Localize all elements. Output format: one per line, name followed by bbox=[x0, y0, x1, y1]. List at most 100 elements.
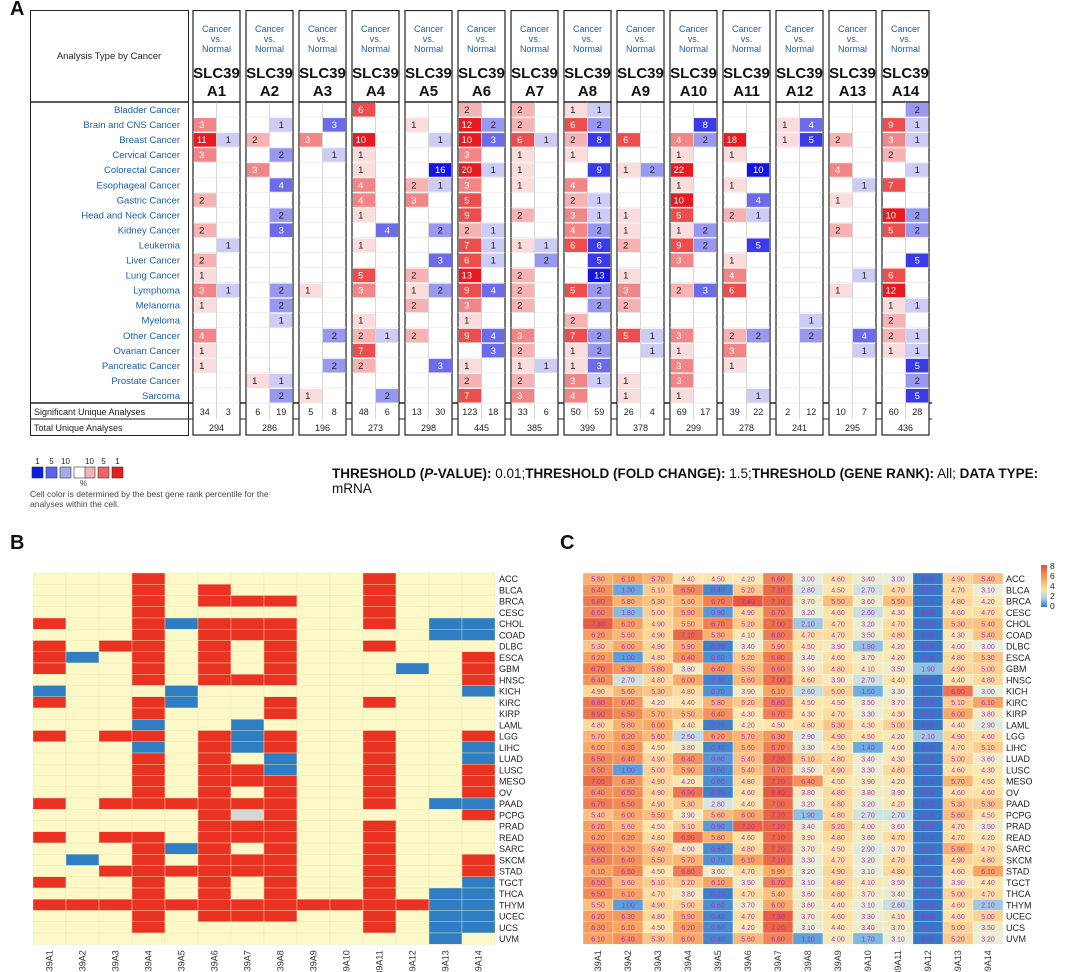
heatmap-c-cell-value: 5.60 bbox=[951, 813, 965, 820]
up-cell bbox=[459, 238, 481, 252]
heatmap-c-cell-value: 7.20 bbox=[771, 756, 785, 763]
down-cell bbox=[323, 328, 345, 343]
up-cell-count: 1 bbox=[835, 286, 840, 297]
down-cell bbox=[853, 268, 875, 283]
heatmap-b-cell bbox=[131, 606, 166, 619]
heatmap-c-cell-value: 4.50 bbox=[651, 869, 665, 876]
down-cell-count: 1 bbox=[226, 135, 231, 146]
heatmap-c-cell-value: 4.20 bbox=[981, 599, 995, 606]
heatmap-b-cell bbox=[461, 775, 496, 787]
cancer-label: Cervical Cancer bbox=[112, 150, 180, 161]
heatmap-b-cell bbox=[230, 651, 265, 664]
heatmap-b-cell bbox=[362, 797, 397, 810]
heatmap-b-row-label: BLCA bbox=[499, 585, 523, 595]
heatmap-b-cell bbox=[329, 932, 364, 945]
heatmap-b-cell bbox=[65, 831, 100, 844]
heatmap-c-row-label: UCEC bbox=[1006, 912, 1032, 922]
heatmap-c-cell-value: 6.50 bbox=[591, 880, 605, 887]
gene-name-line2: A5 bbox=[419, 83, 438, 100]
heatmap-b-cell bbox=[296, 651, 331, 664]
down-cell bbox=[694, 223, 716, 237]
heatmap-c-cell-value: 3.50 bbox=[741, 880, 755, 887]
heatmap-b-row-label: CESC bbox=[499, 608, 525, 618]
up-cell bbox=[565, 283, 587, 298]
heatmap-b-cell bbox=[395, 640, 430, 652]
up-cell-count: 2 bbox=[888, 316, 893, 327]
heatmap-b-row-label: THYM bbox=[499, 900, 525, 910]
heatmap-c-row-label: LUAD bbox=[1006, 754, 1031, 764]
heatmap-c-cell-value: 5.40 bbox=[591, 813, 605, 820]
heatmap-c-cell-value: 5.10 bbox=[651, 880, 665, 887]
up-cell-count: 1 bbox=[888, 301, 893, 312]
heatmap-b-cell bbox=[32, 584, 67, 596]
heatmap-b-cell bbox=[65, 719, 100, 731]
heatmap-b-cell bbox=[461, 910, 496, 922]
heatmap-b-cell bbox=[65, 865, 100, 877]
up-cell-count: 3 bbox=[676, 256, 681, 267]
down-cell-count: 1 bbox=[279, 316, 284, 327]
heatmap-b-cell bbox=[131, 899, 166, 911]
heatmap-b-cell bbox=[65, 640, 100, 652]
down-cell-count: 2 bbox=[279, 301, 284, 312]
up-cell bbox=[194, 358, 216, 373]
gene-name-line2: A8 bbox=[578, 83, 597, 100]
heatmap-b-cell bbox=[428, 595, 463, 607]
cancer-label: Lung Cancer bbox=[126, 271, 180, 282]
heatmap-b-row-label: UCEC bbox=[499, 912, 525, 922]
heatmap-b-cell bbox=[32, 876, 67, 889]
heatmap-b-row-label: MESO bbox=[499, 777, 526, 787]
heatmap-c-cell-value: 5.50 bbox=[651, 858, 665, 865]
heatmap-c-colorbar-tick: 8 bbox=[1050, 561, 1055, 571]
heatmap-b-cell bbox=[164, 617, 199, 630]
heatmap-b-cell bbox=[395, 786, 430, 799]
up-cell-count: 2 bbox=[199, 256, 204, 267]
heatmap-c-cell-value: 4.60 bbox=[741, 790, 755, 797]
heatmap-b-cell bbox=[32, 775, 67, 787]
heatmap-b-col-label: SLC39A3 bbox=[111, 950, 121, 972]
heatmap-b-cell bbox=[362, 921, 397, 934]
heatmap-b-cell bbox=[296, 629, 331, 641]
up-cell bbox=[247, 133, 269, 147]
cancer-vs-normal-label: Normal bbox=[467, 44, 496, 54]
down-cell bbox=[906, 253, 928, 268]
up-cell-count: 10 bbox=[355, 135, 366, 146]
heatmap-b-cell bbox=[362, 719, 397, 731]
heatmap-b-cell bbox=[197, 899, 232, 911]
up-cell bbox=[194, 298, 216, 313]
cancer-vs-normal-label: vs. bbox=[370, 34, 382, 44]
down-cell bbox=[588, 103, 610, 117]
up-cell bbox=[353, 103, 375, 117]
up-cell-count: 3 bbox=[623, 286, 628, 297]
up-cell-count: 1 bbox=[199, 301, 204, 312]
up-cell bbox=[247, 373, 269, 388]
heatmap-c-row-label: ESCA bbox=[1006, 653, 1031, 663]
heatmap-c-cell-value: 4.60 bbox=[801, 723, 815, 730]
up-cell bbox=[618, 388, 640, 403]
heatmap-c-cell-value: 2.60 bbox=[801, 689, 815, 696]
heatmap-b-cell bbox=[65, 854, 100, 866]
heatmap-c-colorbar-tick: 6 bbox=[1050, 571, 1055, 581]
heatmap-c-col-label: SLC39A1 bbox=[593, 950, 603, 972]
heatmap-b-cell bbox=[395, 820, 430, 832]
heatmap-c-cell-value: 3.10 bbox=[981, 588, 995, 595]
up-cell-count: 1 bbox=[676, 150, 681, 161]
heatmap-c-cell-value: 4.50 bbox=[831, 779, 845, 786]
heatmap-c-cell-value: 2.10 bbox=[801, 621, 815, 628]
heatmap-c-cell-value: 0.00 bbox=[921, 779, 935, 786]
heatmap-b-cell bbox=[329, 820, 364, 832]
heatmap-c-cell-value: 5.80 bbox=[591, 576, 605, 583]
up-cell bbox=[194, 133, 216, 147]
heatmap-c-cell-value: 5.00 bbox=[891, 723, 905, 730]
heatmap-c-cell-value: 6.40 bbox=[621, 936, 635, 943]
cancer-vs-normal-label: Normal bbox=[732, 44, 761, 54]
down-cell-count: 1 bbox=[809, 316, 814, 327]
heatmap-b-cell bbox=[428, 786, 463, 799]
up-cell bbox=[671, 328, 693, 343]
heatmap-c-cell-value: 6.80 bbox=[591, 700, 605, 707]
heatmap-c-cell-value: 3.60 bbox=[711, 869, 725, 876]
heatmap-b-cell bbox=[98, 764, 133, 776]
heatmap-b-cell bbox=[98, 887, 133, 900]
legend-swatch-neutral bbox=[73, 466, 86, 479]
heatmap-c-cell-value: 0.00 bbox=[921, 903, 935, 910]
heatmap-c-cell-value: 4.90 bbox=[831, 768, 845, 775]
